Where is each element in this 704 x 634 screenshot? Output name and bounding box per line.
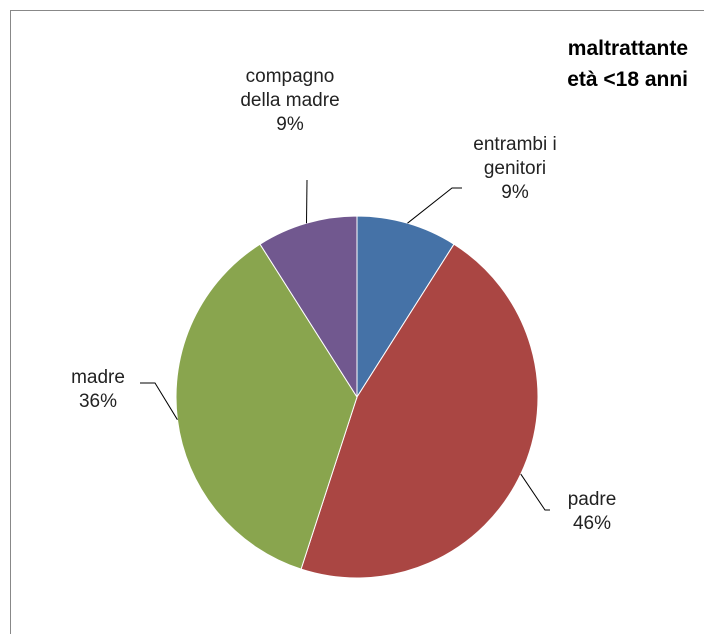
slice-value-label: 46%: [573, 513, 611, 534]
leader-line: [520, 473, 550, 511]
pie-slice: [175, 243, 358, 570]
leader-line: [407, 187, 462, 224]
pie-slice: [300, 243, 539, 579]
pie-slice: [259, 215, 358, 399]
slice-label: padre: [568, 489, 617, 510]
leader-line: [140, 382, 178, 420]
slice-value-label: 9%: [501, 182, 529, 203]
slice-label: compagno della madre: [240, 66, 339, 111]
slice-label: madre: [71, 367, 125, 388]
slice-value-label: 36%: [79, 391, 117, 412]
slice-value-label: 9%: [276, 114, 304, 135]
chart-title: maltrattante: [568, 37, 688, 60]
chart-title: età <18 anni: [567, 68, 688, 91]
slice-label: entrambi i genitori: [473, 134, 556, 179]
